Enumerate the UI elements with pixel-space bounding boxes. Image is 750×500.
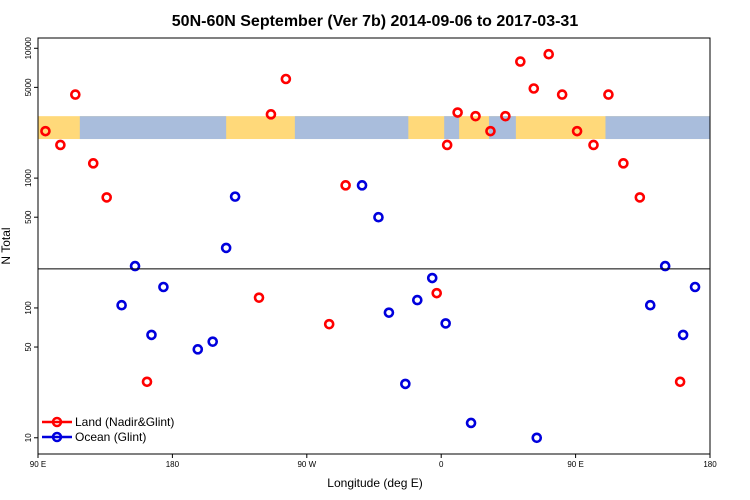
ocean-data-point bbox=[689, 281, 701, 293]
x-tick-label: 180 bbox=[166, 460, 180, 469]
land-data-point bbox=[588, 139, 599, 151]
x-tick-label: 90 E bbox=[567, 460, 583, 469]
y-tick-label: 100 bbox=[24, 301, 33, 315]
land-data-point bbox=[141, 376, 153, 388]
ocean-data-point bbox=[426, 272, 438, 284]
land-data-point bbox=[618, 158, 629, 169]
ocean-data-point bbox=[146, 329, 157, 341]
land-data-point bbox=[515, 56, 526, 67]
ocean-data-point bbox=[373, 211, 384, 223]
ocean-data-point bbox=[412, 294, 423, 306]
legend: Land (Nadir&Glint) Ocean (Glint) bbox=[42, 415, 174, 444]
ocean-data-point bbox=[440, 318, 451, 329]
land-data-point bbox=[280, 73, 292, 85]
land-data-point bbox=[340, 180, 351, 191]
land-data-point bbox=[470, 110, 481, 122]
land-data-point bbox=[571, 125, 583, 137]
ocean-data-point bbox=[659, 260, 671, 272]
land-data-point bbox=[603, 89, 614, 100]
y-tick-label: 10000 bbox=[24, 37, 33, 60]
land-data-point bbox=[634, 192, 646, 203]
map-ocean-region bbox=[444, 116, 460, 140]
land-data-point bbox=[70, 89, 81, 100]
ocean-data-point bbox=[465, 417, 477, 429]
land-data-point bbox=[674, 376, 686, 388]
chart-title: 50N-60N September (Ver 7b) 2014-09-06 to… bbox=[172, 13, 579, 30]
ocean-data-point bbox=[192, 344, 204, 355]
map-ocean-region bbox=[605, 116, 710, 140]
y-tick-label: 1000 bbox=[24, 169, 33, 187]
ocean-data-point bbox=[207, 336, 219, 347]
y-tick-label: 50 bbox=[24, 342, 33, 351]
ocean-data-point bbox=[158, 281, 169, 293]
land-data-point bbox=[431, 287, 443, 299]
data-points bbox=[40, 48, 701, 444]
ocean-data-point bbox=[116, 299, 127, 311]
land-data-point bbox=[101, 192, 112, 203]
land-data-point bbox=[323, 318, 335, 330]
y-tick-label: 5000 bbox=[24, 78, 33, 96]
x-tick-label: 180 bbox=[703, 460, 717, 469]
map-ocean-region bbox=[294, 116, 409, 140]
land-data-point bbox=[556, 89, 568, 100]
land-data-point bbox=[253, 292, 265, 303]
land-data-point bbox=[543, 48, 555, 60]
x-tick-label: 90 E bbox=[30, 460, 46, 469]
land-data-point bbox=[500, 110, 511, 122]
ocean-data-point bbox=[531, 432, 543, 444]
ocean-data-point bbox=[220, 242, 232, 254]
ocean-data-point bbox=[229, 191, 241, 202]
legend-land-label: Land (Nadir&Glint) bbox=[75, 415, 174, 429]
y-axis-label: N Total bbox=[0, 227, 13, 264]
ocean-data-point bbox=[129, 260, 141, 272]
ocean-data-point bbox=[644, 299, 656, 311]
land-data-point bbox=[528, 83, 540, 94]
ocean-data-point bbox=[356, 180, 368, 191]
ocean-data-point bbox=[383, 307, 395, 318]
map-ocean-region bbox=[79, 116, 227, 140]
land-data-point bbox=[40, 125, 51, 137]
ocean-data-point bbox=[677, 329, 689, 341]
land-data-point bbox=[55, 139, 66, 151]
land-data-point bbox=[265, 109, 277, 120]
land-data-point bbox=[87, 158, 99, 169]
x-tick-label: 90 W bbox=[297, 460, 316, 469]
x-axis-label: Longitude (deg E) bbox=[327, 476, 422, 490]
y-tick-label: 10 bbox=[24, 433, 33, 442]
plot-frame bbox=[37, 37, 711, 455]
world-map-strip bbox=[38, 116, 710, 140]
x-tick-label: 0 bbox=[439, 460, 444, 469]
legend-ocean-marker bbox=[51, 431, 63, 443]
land-data-point bbox=[441, 139, 453, 151]
legend-ocean-label: Ocean (Glint) bbox=[75, 430, 146, 444]
y-tick-label: 500 bbox=[24, 210, 33, 224]
land-data-point bbox=[452, 107, 463, 118]
legend-land-marker bbox=[51, 416, 63, 428]
y-axis-ticks: 10 50 100 500 1000 5000 10000 bbox=[24, 37, 38, 442]
ocean-data-point bbox=[400, 378, 411, 390]
map-ocean-region bbox=[488, 116, 516, 140]
land-data-point bbox=[485, 125, 496, 137]
x-axis-ticks: 90 E 180 90 W 0 90 E 180 bbox=[30, 454, 717, 469]
